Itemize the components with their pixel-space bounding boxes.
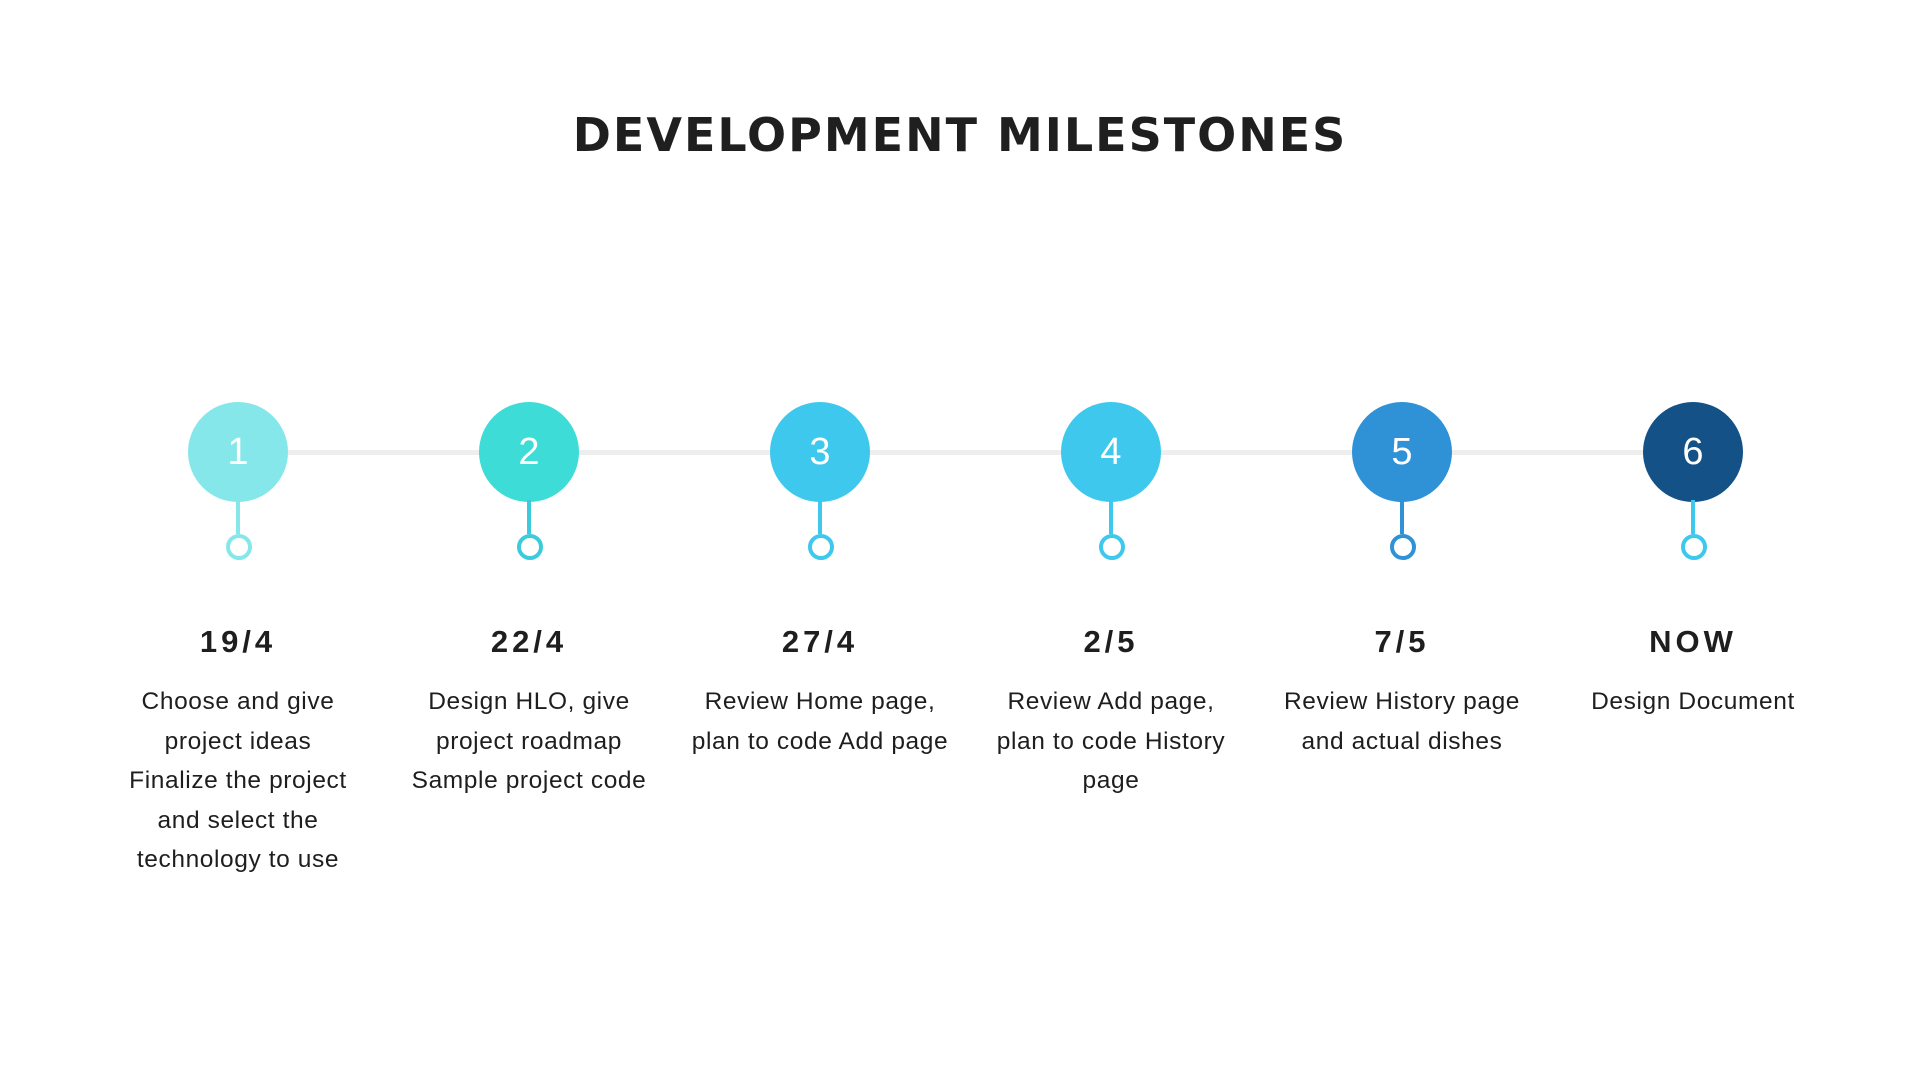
milestone-description: Choose and give project ideas Finalize the… (98, 682, 378, 880)
milestone-connector (1691, 500, 1695, 534)
milestone-connector (1400, 500, 1404, 534)
milestone-number-circle: 3 (770, 402, 870, 502)
milestone-description: Review Add page, plan to code History page (971, 682, 1251, 801)
milestone-description-line: project ideas (164, 727, 312, 755)
milestone-description-line: Sample project code (411, 767, 647, 794)
milestone-number-circle: 4 (1061, 402, 1161, 502)
milestone-description: Design HLO, give project roadmap Sample pr… (389, 682, 669, 801)
milestone-connector (818, 500, 822, 534)
milestone-1: 1 19/4 Choose and give project ideas Finaliz… (98, 0, 378, 1080)
milestone-connector (236, 500, 240, 534)
milestone-connector (1109, 500, 1113, 534)
milestone-description-line: Finalize the project (129, 767, 347, 794)
milestone-date: 7/5 (1374, 624, 1430, 659)
milestone-marker-ring (226, 534, 252, 560)
page-title: DEVELOPMENT MILESTONES (572, 108, 1348, 162)
milestone-number-circle: 6 (1643, 402, 1743, 502)
milestone-marker-ring (1099, 534, 1125, 560)
milestone-connector (527, 500, 531, 534)
milestone-number-circle: 2 (479, 402, 579, 502)
milestone-4: 4 2/5 Review Add page, plan to code History… (971, 0, 1251, 1080)
milestone-date: 2/5 (1083, 624, 1139, 659)
milestone-description-line: Choose and give (141, 688, 335, 715)
milestone-3: 3 27/4 Review Home page, plan to code Add p… (680, 0, 960, 1080)
milestone-description: Design Document (1553, 682, 1833, 722)
milestone-description-line: technology to use (136, 846, 340, 873)
milestone-description-line: Review History page (1283, 688, 1521, 715)
milestone-marker-ring (1390, 534, 1416, 560)
milestone-number-circle: 1 (188, 402, 288, 502)
milestone-date: 27/4 (781, 624, 859, 659)
milestone-date: 22/4 (490, 624, 568, 659)
milestone-description-line: Design HLO, give (428, 688, 630, 715)
milestone-2: 2 22/4 Design HLO, give project roadmap Samp… (389, 0, 669, 1080)
milestone-marker-ring (808, 534, 834, 560)
milestone-description-line: Design Document (1591, 688, 1795, 715)
timeline-line (240, 450, 1690, 455)
milestone-6: 6 NOW Design Document (1553, 0, 1833, 1080)
milestone-description-line: Review Add page, (1007, 688, 1215, 715)
milestone-marker-ring (1681, 534, 1707, 560)
milestone-description-line: plan to code Add page (691, 727, 949, 755)
milestone-number-circle: 5 (1352, 402, 1452, 502)
milestone-description-line: and actual dishes (1301, 727, 1503, 755)
milestone-description-line: project roadmap (435, 727, 623, 755)
milestone-date: NOW (1649, 624, 1737, 659)
milestone-description-line: plan to code History (996, 727, 1226, 755)
milestone-description-line: page (1082, 767, 1140, 794)
milestone-date: 19/4 (199, 624, 277, 659)
milestone-5: 5 7/5 Review History page and actual dishes (1262, 0, 1542, 1080)
milestone-description-line: Review Home page, (704, 688, 936, 715)
milestone-description-line: and select the (157, 806, 319, 834)
milestone-description: Review Home page, plan to code Add page (680, 682, 960, 761)
milestone-description: Review History page and actual dishes (1262, 682, 1542, 761)
milestone-marker-ring (517, 534, 543, 560)
